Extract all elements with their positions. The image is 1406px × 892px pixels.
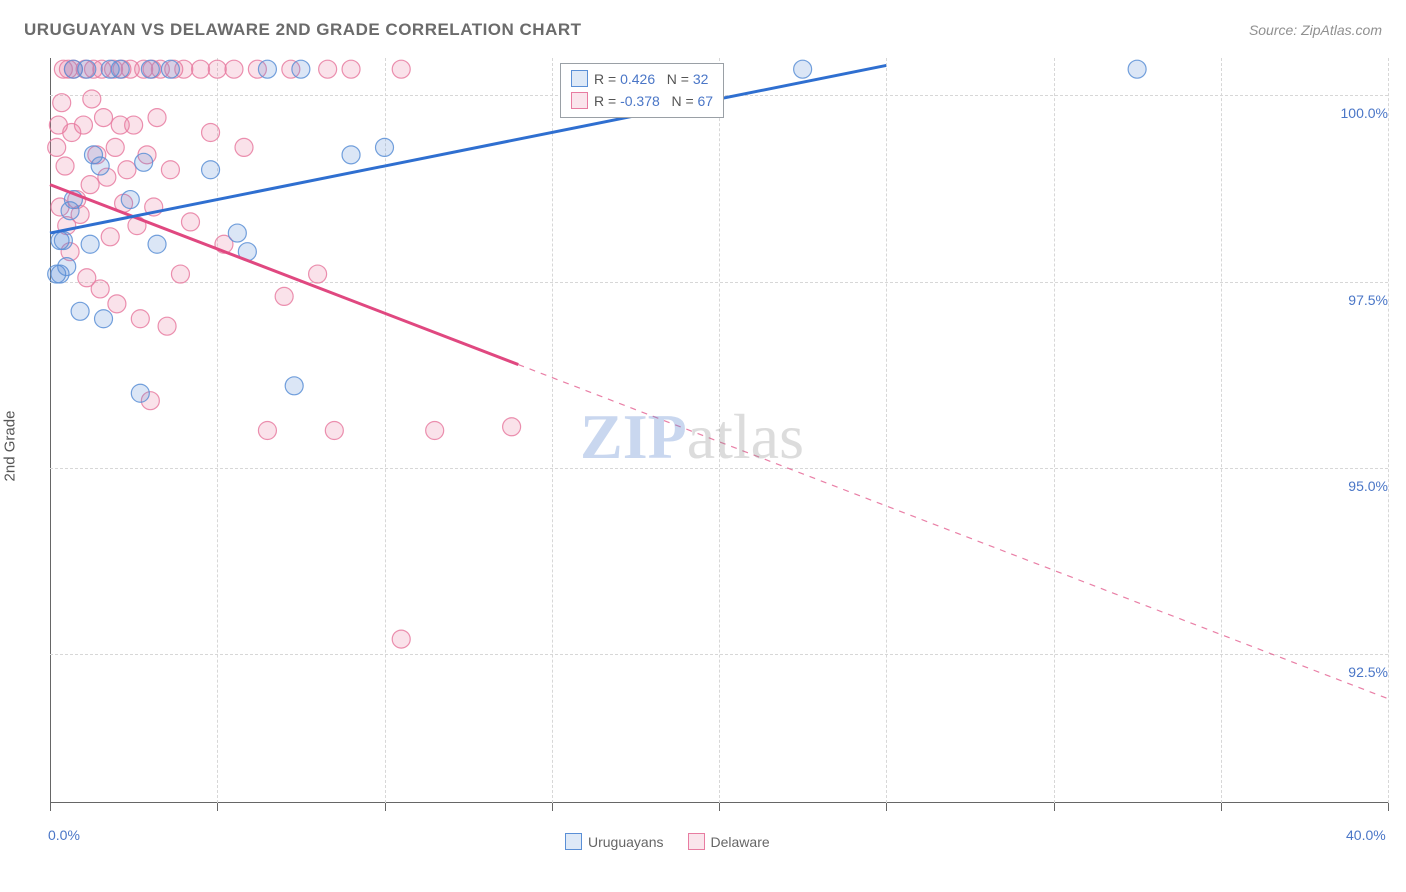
scatter-point (148, 109, 166, 127)
scatter-point (53, 94, 71, 112)
legend-n-value: 32 (693, 71, 709, 87)
x-tick-mark (1388, 803, 1389, 811)
legend-n-value: 67 (698, 93, 714, 109)
regression-line-solid (50, 185, 518, 365)
scatter-point (106, 138, 124, 156)
scatter-point (426, 422, 444, 440)
bottom-legend-item: Uruguayans (565, 834, 664, 850)
chart-svg (50, 58, 1388, 803)
bottom-legend-label: Delaware (711, 834, 770, 850)
scatter-point (285, 377, 303, 395)
scatter-point (91, 280, 109, 298)
x-tick-label: 0.0% (48, 827, 80, 843)
scatter-point (91, 157, 109, 175)
scatter-point (111, 60, 129, 78)
scatter-point (376, 138, 394, 156)
scatter-point (225, 60, 243, 78)
regression-line-dashed (518, 365, 1388, 699)
scatter-point (131, 310, 149, 328)
scatter-point (95, 109, 113, 127)
scatter-point (161, 60, 179, 78)
legend-swatch (571, 92, 588, 109)
scatter-point (158, 317, 176, 335)
x-tick-mark (1054, 803, 1055, 811)
scatter-point (108, 295, 126, 313)
scatter-point (148, 235, 166, 253)
scatter-point (78, 60, 96, 78)
scatter-point (125, 116, 143, 134)
legend-n-label: N = (655, 71, 693, 87)
regression-line-solid (50, 65, 886, 233)
series-legend: Uruguayans Delaware (565, 833, 794, 850)
bottom-legend-label: Uruguayans (588, 834, 664, 850)
vertical-gridline (1388, 58, 1389, 803)
scatter-point (275, 287, 293, 305)
scatter-point (392, 630, 410, 648)
scatter-point (292, 60, 310, 78)
x-tick-mark (552, 803, 553, 811)
chart-title: URUGUAYAN VS DELAWARE 2ND GRADE CORRELAT… (24, 20, 582, 40)
scatter-point (202, 161, 220, 179)
legend-swatch (565, 833, 582, 850)
scatter-point (81, 176, 99, 194)
scatter-point (309, 265, 327, 283)
scatter-point (101, 228, 119, 246)
scatter-point (83, 90, 101, 108)
scatter-point (208, 60, 226, 78)
scatter-point (81, 235, 99, 253)
scatter-point (171, 265, 189, 283)
scatter-point (54, 232, 72, 250)
legend-row: R = -0.378 N = 67 (571, 90, 713, 112)
x-tick-mark (719, 803, 720, 811)
x-tick-mark (385, 803, 386, 811)
scatter-point (56, 157, 74, 175)
legend-row: R = 0.426 N = 32 (571, 68, 713, 90)
correlation-legend: R = 0.426 N = 32R = -0.378 N = 67 (560, 63, 724, 118)
legend-swatch (571, 70, 588, 87)
scatter-point (202, 124, 220, 142)
legend-r-label: R = (594, 71, 620, 87)
bottom-legend-item: Delaware (688, 834, 770, 850)
scatter-point (141, 60, 159, 78)
scatter-point (135, 153, 153, 171)
scatter-point (503, 418, 521, 436)
scatter-point (325, 422, 343, 440)
scatter-point (192, 60, 210, 78)
scatter-point (121, 191, 139, 209)
scatter-point (71, 302, 89, 320)
scatter-point (95, 310, 113, 328)
scatter-point (74, 116, 92, 134)
source-prefix: Source: (1249, 22, 1301, 38)
legend-n-label: N = (660, 93, 698, 109)
legend-swatch (688, 833, 705, 850)
scatter-point (118, 161, 136, 179)
scatter-point (342, 146, 360, 164)
legend-r-value: -0.378 (620, 93, 660, 109)
y-axis-label: 2nd Grade (2, 411, 19, 482)
x-tick-mark (217, 803, 218, 811)
source-name: ZipAtlas.com (1301, 22, 1382, 38)
x-tick-mark (886, 803, 887, 811)
x-tick-mark (1221, 803, 1222, 811)
x-tick-mark (50, 803, 51, 811)
scatter-point (228, 224, 246, 242)
scatter-point (258, 422, 276, 440)
scatter-point (181, 213, 199, 231)
scatter-point (342, 60, 360, 78)
scatter-point (794, 60, 812, 78)
scatter-point (48, 138, 66, 156)
legend-r-label: R = (594, 93, 620, 109)
scatter-point (1128, 60, 1146, 78)
scatter-point (161, 161, 179, 179)
source-attribution: Source: ZipAtlas.com (1249, 22, 1382, 38)
legend-r-value: 0.426 (620, 71, 655, 87)
scatter-point (235, 138, 253, 156)
scatter-point (258, 60, 276, 78)
x-tick-label: 40.0% (1346, 827, 1386, 843)
scatter-point (58, 258, 76, 276)
scatter-point (319, 60, 337, 78)
scatter-point (392, 60, 410, 78)
scatter-point (131, 384, 149, 402)
